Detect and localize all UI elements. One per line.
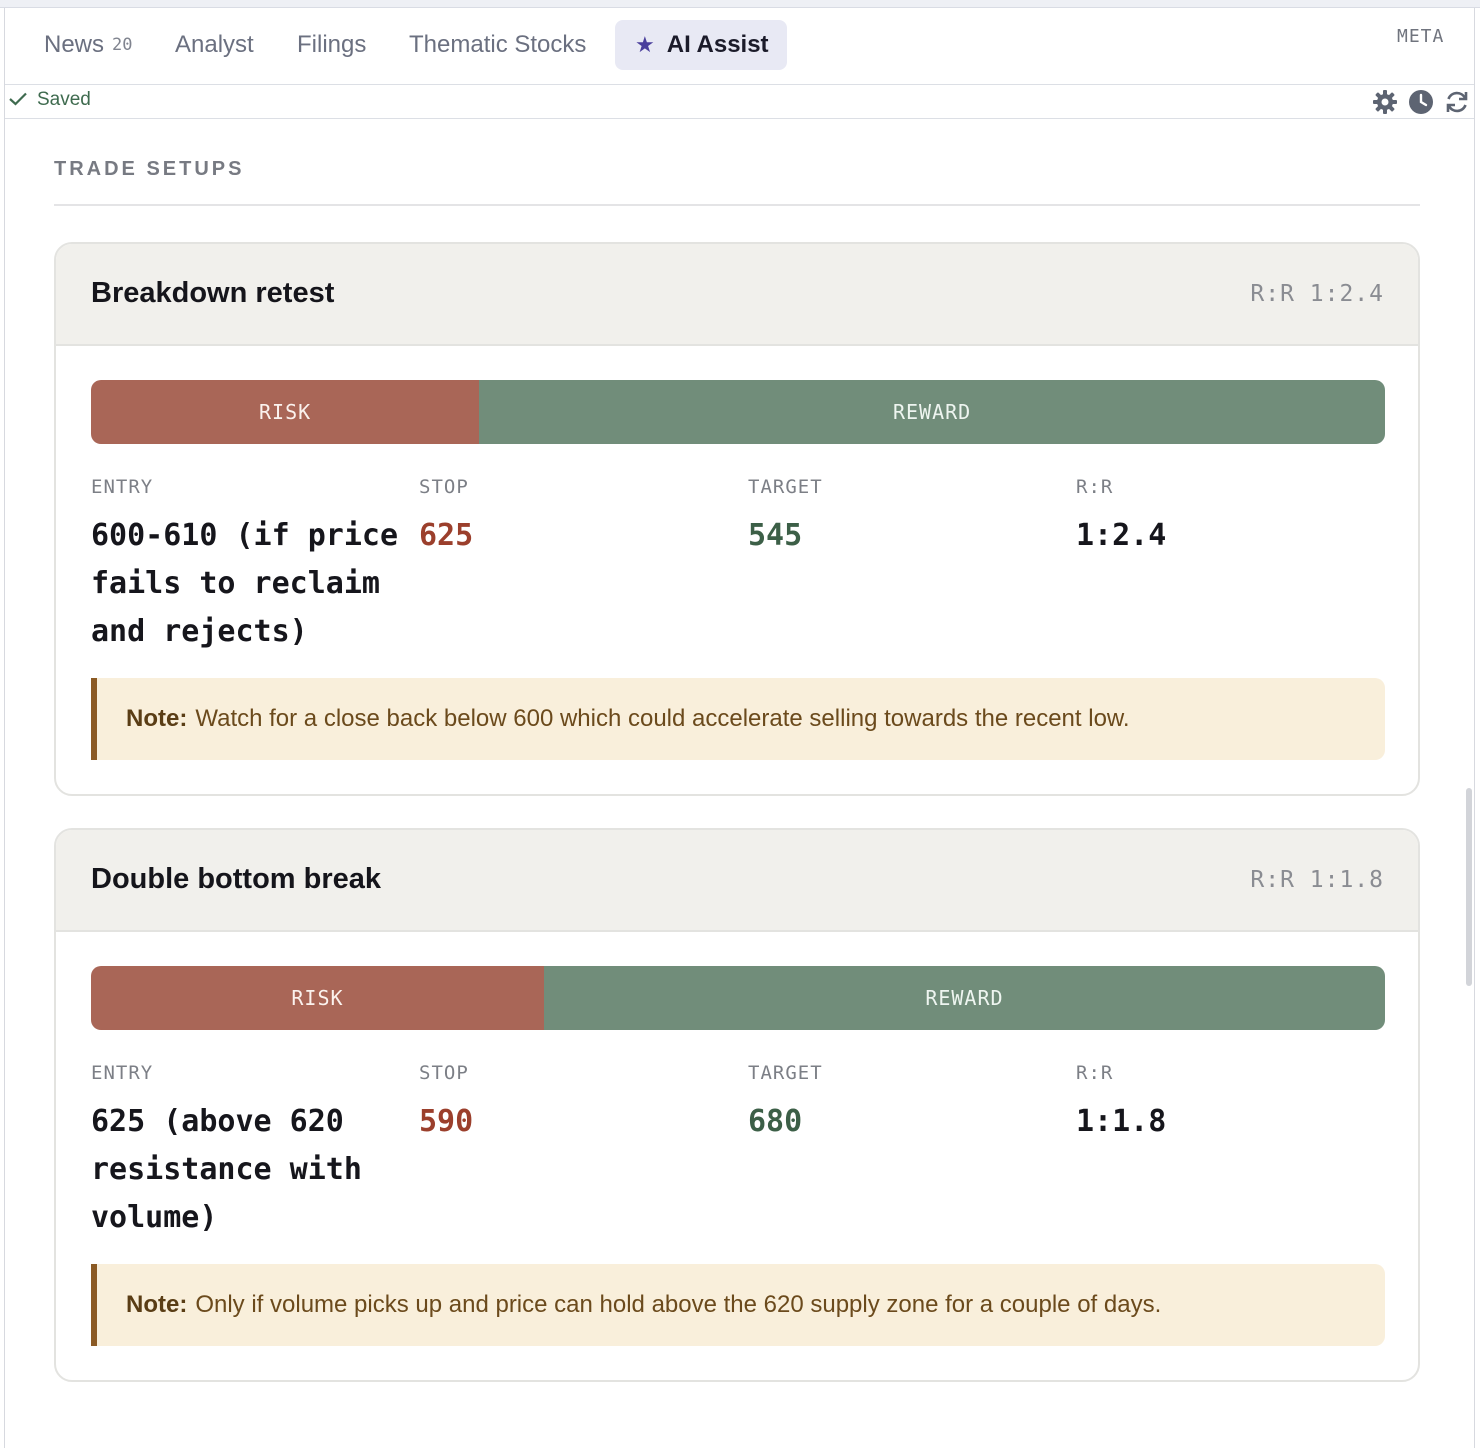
stop-value: 625 [419, 518, 474, 553]
entry-field: ENTRY 600-610 (if price fails to reclaim… [91, 476, 411, 656]
tab-thematic-stocks[interactable]: Thematic Stocks [409, 20, 586, 70]
trade-setup-card: Double bottom break R:R 1:1.8 RISK REWAR… [54, 828, 1420, 1382]
risk-label: RISK [291, 986, 344, 1010]
setup-title: Breakdown retest [91, 277, 335, 309]
scrollbar-thumb[interactable] [1466, 788, 1472, 986]
reward-label: REWARD [925, 986, 1004, 1010]
tab-news-label: News [44, 31, 105, 58]
risk-label: RISK [259, 400, 312, 424]
card-header: Breakdown retest R:R 1:2.4 [56, 244, 1418, 346]
risk-reward-bar: RISK REWARD [91, 380, 1385, 444]
stop-label: STOP [419, 1062, 469, 1084]
target-label: TARGET [748, 476, 823, 498]
trade-setups-panel: TRADE SETUPS Breakdown retest R:R 1:2.4 … [5, 120, 1474, 1448]
target-value: 545 [748, 518, 803, 553]
trade-setup-card: Breakdown retest R:R 1:2.4 RISK REWARD E… [54, 242, 1420, 796]
note-text: Only if volume picks up and price can ho… [195, 1291, 1162, 1318]
stop-label: STOP [419, 476, 469, 498]
tab-news-count: 20 [112, 35, 133, 55]
note-prefix: Note: [126, 705, 188, 732]
tab-news[interactable]: News 20 [44, 20, 133, 70]
saved-label: Saved [37, 89, 91, 110]
risk-segment: RISK [91, 966, 544, 1030]
refresh-icon[interactable] [1442, 87, 1472, 117]
target-label: TARGET [748, 1062, 823, 1084]
star-icon: ★ [635, 32, 655, 57]
check-icon [9, 90, 27, 111]
rr-value: 1:1.8 [1076, 1104, 1167, 1139]
tab-ai-assist-label: AI Assist [666, 31, 769, 58]
target-field: TARGET 545 [748, 476, 1068, 560]
tab-analyst-label: Analyst [175, 31, 254, 58]
stop-value: 590 [419, 1104, 474, 1139]
note-prefix: Note: [126, 1291, 188, 1318]
entry-label: ENTRY [91, 1062, 154, 1084]
reward-segment: REWARD [479, 380, 1385, 444]
rr-field: R:R 1:2.4 [1076, 476, 1396, 560]
entry-value: 625 (above 620 resistance with volume) [91, 1104, 362, 1235]
entry-field: ENTRY 625 (above 620 resistance with vol… [91, 1062, 411, 1242]
tab-filings[interactable]: Filings [297, 20, 366, 70]
tab-bar: News 20 Analyst Filings Thematic Stocks … [5, 8, 1474, 85]
setup-note: Note: Watch for a close back below 600 w… [91, 678, 1385, 760]
tab-analyst[interactable]: Analyst [175, 20, 254, 70]
entry-value: 600-610 (if price fails to reclaim and r… [91, 518, 399, 649]
setup-rr-badge: R:R 1:2.4 [1250, 281, 1384, 307]
panel-right-border [1474, 8, 1475, 1448]
target-value: 680 [748, 1104, 803, 1139]
panel-left-border [4, 8, 5, 1448]
ticker-symbol: META [1397, 26, 1445, 47]
tab-filings-label: Filings [297, 31, 367, 58]
section-title: TRADE SETUPS [54, 158, 245, 180]
stop-field: STOP 590 [419, 1062, 739, 1146]
stop-field: STOP 625 [419, 476, 739, 560]
clock-icon[interactable] [1406, 87, 1436, 117]
section-divider [54, 204, 1420, 206]
rr-value: 1:2.4 [1076, 518, 1167, 553]
window-top-edge [0, 0, 1480, 8]
toolbar [1370, 87, 1472, 117]
setup-note: Note: Only if volume picks up and price … [91, 1264, 1385, 1346]
saved-indicator: Saved [9, 89, 91, 111]
tab-thematic-stocks-label: Thematic Stocks [409, 31, 587, 58]
status-bar: Saved [5, 85, 1474, 119]
gear-icon[interactable] [1370, 87, 1400, 117]
reward-segment: REWARD [543, 966, 1385, 1030]
risk-segment: RISK [91, 380, 480, 444]
rr-label: R:R [1076, 476, 1114, 498]
card-header: Double bottom break R:R 1:1.8 [56, 830, 1418, 932]
target-field: TARGET 680 [748, 1062, 1068, 1146]
risk-reward-bar: RISK REWARD [91, 966, 1385, 1030]
note-text: Watch for a close back below 600 which c… [195, 705, 1130, 732]
reward-label: REWARD [892, 400, 972, 424]
rr-field: R:R 1:1.8 [1076, 1062, 1396, 1146]
entry-label: ENTRY [91, 476, 154, 498]
rr-label: R:R [1076, 1062, 1114, 1084]
setup-rr-badge: R:R 1:1.8 [1250, 867, 1384, 893]
tab-ai-assist[interactable]: ★ AI Assist [615, 20, 787, 70]
setup-title: Double bottom break [91, 863, 382, 895]
